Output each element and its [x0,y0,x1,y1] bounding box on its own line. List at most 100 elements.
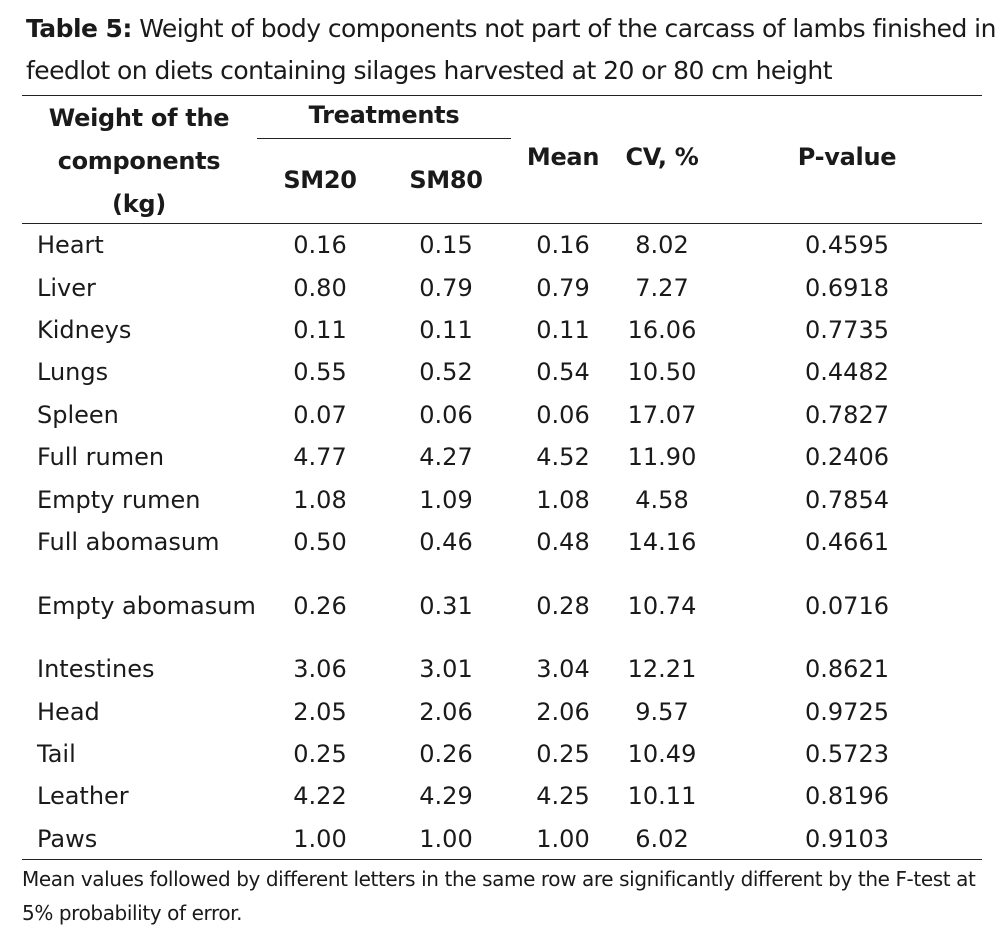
cell-cv: 10.11 [627,782,697,811]
bottom-rule [22,859,982,860]
cell-p-value: 0.4482 [805,358,889,387]
cell-sm20: 0.11 [293,315,347,344]
table-row: Intestines 3.06 3.01 3.04 12.21 0.8621 [0,648,1004,690]
cell-cv: 14.16 [627,527,697,556]
table-row: Spleen 0.07 0.06 0.06 17.07 0.7827 [0,394,1004,436]
cell-sm80: 0.79 [419,273,473,302]
cell-sm20: 3.06 [293,655,347,684]
cell-cv: 11.90 [627,443,697,472]
header-cv: CV, % [625,143,699,171]
cell-cv: 10.49 [627,739,697,768]
cell-mean: 1.00 [536,824,590,853]
table-row: Tail 0.25 0.26 0.25 10.49 0.5723 [0,733,1004,775]
cell-mean: 0.16 [536,231,590,260]
cell-sm80: 3.01 [419,655,473,684]
cell-sm20: 0.07 [293,400,347,429]
cell-cv: 12.21 [627,655,697,684]
cell-sm80: 4.29 [419,782,473,811]
row-name: Head [37,697,100,726]
cell-cv: 17.07 [627,400,697,429]
cell-sm80: 0.06 [419,400,473,429]
cell-sm20: 0.50 [293,527,347,556]
cell-sm20: 1.08 [293,485,347,514]
cell-mean: 0.79 [536,273,590,302]
row-name: Empty abomasum [37,591,256,620]
header-sm80: SM80 [409,166,483,194]
cell-sm80: 0.31 [419,591,473,620]
table-row: Lungs 0.55 0.52 0.54 10.50 0.4482 [0,351,1004,393]
cell-cv: 10.50 [627,358,697,387]
cell-cv: 4.58 [635,485,689,514]
cell-mean: 0.54 [536,358,590,387]
cell-p-value: 0.2406 [805,443,889,472]
table-row: Kidneys 0.11 0.11 0.11 16.06 0.7735 [0,309,1004,351]
cell-sm20: 0.80 [293,273,347,302]
row-name: Empty rumen [37,485,201,514]
table-body: Heart 0.16 0.15 0.16 8.02 0.4595 Liver 0.80 0.79… [0,224,1004,860]
cell-mean: 0.11 [536,315,590,344]
cell-sm20: 0.55 [293,358,347,387]
cell-cv: 16.06 [627,315,697,344]
table-row: Heart 0.16 0.15 0.16 8.02 0.4595 [0,224,1004,266]
table-row: Full rumen 4.77 4.27 4.52 11.90 0.2406 [0,436,1004,478]
table-caption: Table 5: Weight of body components not p… [26,8,996,92]
header-sm20: SM20 [283,166,357,194]
cell-sm20: 1.00 [293,824,347,853]
cell-p-value: 0.9103 [805,824,889,853]
cell-sm80: 2.06 [419,697,473,726]
row-name: Spleen [37,400,119,429]
table-row: Empty abomasum 0.26 0.31 0.28 10.74 0.0716 [0,563,1004,648]
row-name: Full rumen [37,443,165,472]
cell-mean: 0.25 [536,739,590,768]
table-row: Liver 0.80 0.79 0.79 7.27 0.6918 [0,266,1004,308]
row-name: Paws [37,824,98,853]
cell-mean: 0.28 [536,591,590,620]
cell-p-value: 0.4595 [805,231,889,260]
cell-p-value: 0.0716 [805,591,889,620]
row-name: Heart [37,231,104,260]
cell-sm80: 1.09 [419,485,473,514]
row-name: Lungs [37,358,109,387]
cell-sm80: 0.15 [419,231,473,260]
cell-p-value: 0.4661 [805,527,889,556]
cell-p-value: 0.7854 [805,485,889,514]
cell-cv: 7.27 [635,273,689,302]
cell-sm80: 0.11 [419,315,473,344]
cell-cv: 8.02 [635,231,689,260]
cell-cv: 9.57 [635,697,689,726]
header-rule [22,223,982,224]
cell-sm80: 1.00 [419,824,473,853]
table-row: Paws 1.00 1.00 1.00 6.02 0.9103 [0,817,1004,859]
cell-sm20: 0.25 [293,739,347,768]
cell-mean: 2.06 [536,697,590,726]
row-name: Tail [37,739,76,768]
table-label: Table 5: [26,14,132,43]
cell-p-value: 0.7827 [805,400,889,429]
cell-sm80: 0.46 [419,527,473,556]
header-treatments: Treatments [308,101,460,129]
header-mean: Mean [526,143,600,171]
cell-p-value: 0.8621 [805,655,889,684]
cell-p-value: 0.8196 [805,782,889,811]
top-rule [22,95,982,96]
cell-cv: 6.02 [635,824,689,853]
header-p-value: P-value [797,143,897,171]
cell-mean: 0.06 [536,400,590,429]
cell-sm20: 0.16 [293,231,347,260]
table-row: Full abomasum 0.50 0.46 0.48 14.16 0.4661 [0,521,1004,563]
cell-sm20: 4.77 [293,443,347,472]
table-title: Weight of body components not part of th… [26,14,996,85]
cell-sm80: 4.27 [419,443,473,472]
table-row: Head 2.05 2.06 2.06 9.57 0.9725 [0,690,1004,732]
cell-p-value: 0.5723 [805,739,889,768]
row-name: Leather [37,782,129,811]
table-row: Leather 4.22 4.29 4.25 10.11 0.8196 [0,775,1004,817]
cell-mean: 4.52 [536,443,590,472]
cell-sm80: 0.26 [419,739,473,768]
cell-sm20: 4.22 [293,782,347,811]
table-footnote: Mean values followed by different letter… [22,867,976,925]
row-name: Liver [37,273,96,302]
cell-p-value: 0.7735 [805,315,889,344]
row-name: Full abomasum [37,527,220,556]
cell-sm20: 2.05 [293,697,347,726]
